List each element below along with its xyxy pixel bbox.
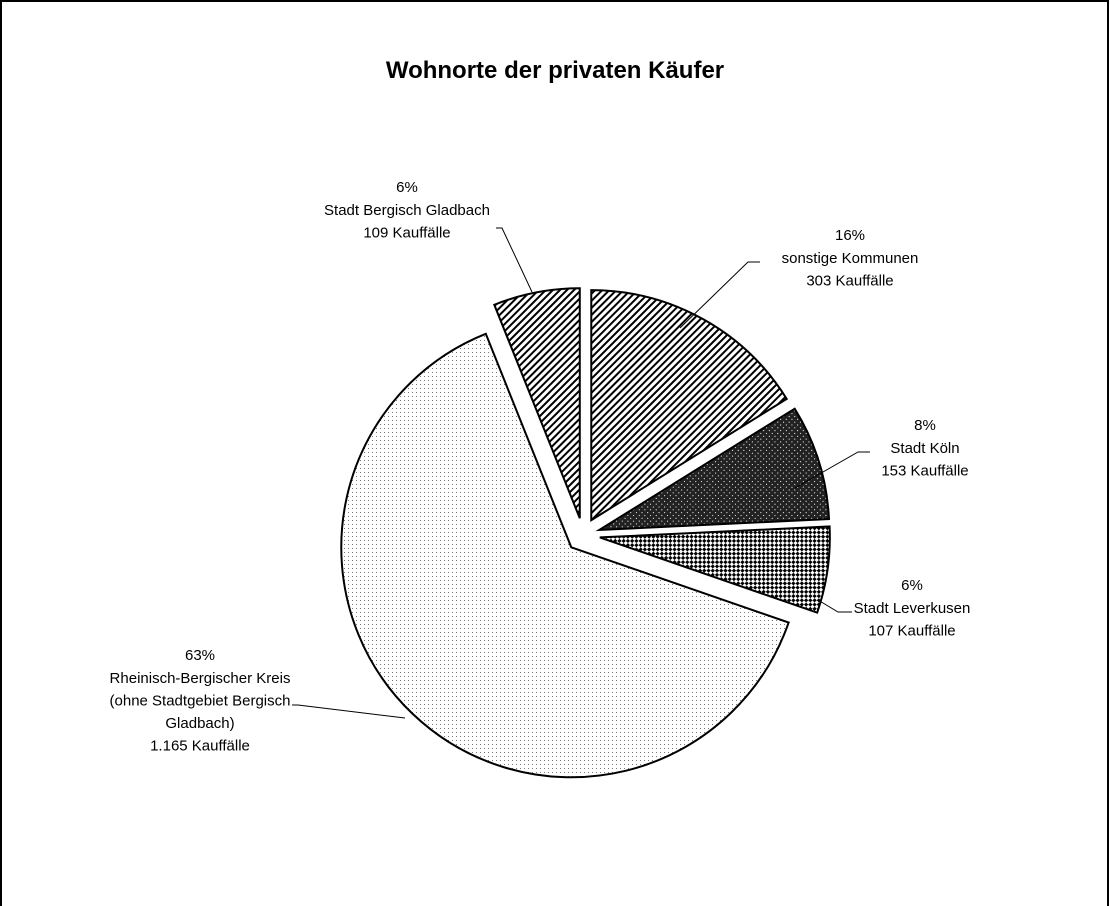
value-label: 16%: [835, 227, 865, 244]
count-label: 153 Kauffälle: [881, 463, 968, 480]
category-label: Stadt Leverkusen: [854, 600, 971, 617]
leader-line: [817, 599, 852, 613]
leader-line: [292, 704, 406, 719]
leader-line: [679, 261, 760, 329]
category-label: Rheinisch-Bergischer Kreis (ohne Stadtgeb…: [110, 670, 291, 732]
count-label: 303 Kauffälle: [806, 273, 893, 290]
category-label: Stadt Bergisch Gladbach: [324, 202, 490, 219]
value-label: 8%: [914, 417, 936, 434]
leader-line: [496, 227, 533, 293]
value-label: 63%: [185, 647, 215, 664]
chart-title: Wohnorte der privaten Käufer: [386, 57, 724, 84]
count-label: 109 Kauffälle: [363, 225, 450, 242]
value-label: 6%: [901, 577, 923, 594]
count-label: 1.165 Kauffälle: [150, 738, 250, 755]
pie-slice: [590, 289, 789, 522]
value-label: 6%: [396, 179, 418, 196]
category-label: sonstige Kommunen: [782, 250, 919, 267]
pie-slice: [340, 332, 790, 779]
category-label: Stadt Köln: [890, 440, 959, 457]
pie-slice: [599, 525, 831, 614]
leader-line: [794, 451, 870, 489]
pie-slice: [595, 407, 831, 532]
count-label: 107 Kauffälle: [868, 623, 955, 640]
pie-slice: [492, 287, 581, 519]
